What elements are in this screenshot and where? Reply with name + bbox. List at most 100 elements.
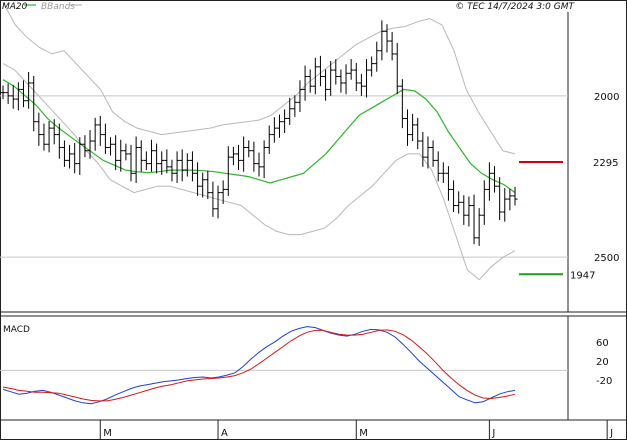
ohlc-bar: [20, 80, 26, 108]
ohlc-bar: [276, 114, 282, 138]
ohlc-bar: [113, 135, 119, 171]
ohlc-bar: [343, 64, 349, 95]
ohlc-bar: [246, 140, 252, 158]
ohlc-bar: [241, 136, 247, 172]
ohlc-bar: [440, 162, 446, 183]
ohlc-bar: [82, 135, 88, 158]
ohlc-bar: [430, 140, 436, 167]
price-gridlines: [0, 95, 568, 258]
ohlc-bar: [481, 180, 487, 225]
signal-line: [2, 329, 516, 402]
legend-ma20: MA20: [2, 2, 28, 12]
x-tick-label: M: [103, 428, 112, 439]
bb-upper-line: [2, 2, 516, 155]
level-label-1947: 1947: [570, 270, 595, 281]
ohlc-bar: [133, 136, 139, 183]
ohlc-bar: [348, 59, 354, 80]
ohlc-bar: [312, 57, 318, 95]
ohlc-bar: [404, 109, 410, 146]
ohlc-bar: [236, 144, 242, 171]
macd-series: [2, 326, 516, 405]
ohlc-bar: [364, 59, 370, 98]
ohlc-bar: [215, 185, 221, 219]
ohlc-bar: [200, 172, 206, 198]
ohlc-bar: [271, 117, 277, 143]
ma20-line: [2, 79, 516, 194]
ohlc-bar: [497, 177, 503, 221]
ohlc-bar: [128, 144, 134, 182]
legend-bbands: BBands: [41, 2, 75, 12]
ohlc-bar: [317, 55, 323, 87]
ohlc-bar: [389, 32, 395, 61]
ohlc-bar: [384, 24, 390, 53]
ohlc-bar: [164, 149, 170, 174]
ohlc-bar: [256, 152, 262, 177]
ohlc-bar: [61, 140, 67, 167]
ohlc-bar: [41, 123, 47, 151]
macd-y-tick-label: 60: [596, 338, 609, 349]
ohlc-bar: [148, 139, 154, 172]
ohlc-bar: [92, 117, 98, 151]
ohlc-bar: [512, 186, 518, 206]
ohlc-bar: [415, 117, 421, 150]
ohlc-bar: [466, 196, 472, 227]
price-y-tick-label: 2500: [594, 253, 619, 264]
ohlc-bar: [266, 125, 272, 154]
x-tick-label: J: [491, 428, 495, 439]
ohlc-bar: [159, 151, 165, 175]
ohlc-bar: [10, 84, 16, 109]
ohlc-bar: [56, 123, 62, 159]
ohlc-bar: [338, 69, 344, 93]
ohlc-bar: [399, 79, 405, 129]
ohlc-bar: [435, 151, 441, 182]
macd-title: MACD: [3, 325, 30, 335]
macd-line: [2, 326, 516, 405]
ohlc-bar: [445, 166, 451, 201]
ohlc-bar: [0, 85, 6, 100]
ohlc-bar: [51, 119, 57, 145]
ohlc-bar: [476, 208, 482, 246]
ohlc-bar: [31, 75, 37, 132]
ohlc-bar: [225, 146, 231, 196]
ohlc-bar: [394, 42, 400, 95]
ohlc-bar: [102, 123, 108, 154]
ohlc-bar: [72, 142, 78, 174]
ohlc-bar: [205, 170, 211, 200]
ohlc-bar: [154, 143, 160, 174]
ohlc-bar: [492, 166, 498, 193]
ohlc-bar: [287, 97, 293, 125]
ohlc-bar: [118, 139, 124, 172]
level-label-2295: 2295: [593, 158, 618, 169]
ohlc-bar: [358, 73, 364, 96]
ohlc-bar: [123, 143, 129, 161]
price-y-ticks: 2500 2000: [594, 92, 619, 264]
ohlc-bar: [210, 181, 216, 217]
bollinger-bands: [2, 2, 516, 281]
ohlc-bar: [461, 195, 467, 225]
ohlc-bar: [307, 69, 313, 93]
ohlc-bar: [87, 130, 93, 159]
x-tick-label: M: [359, 428, 368, 439]
ohlc-bar: [169, 159, 175, 182]
macd-y-tick-label: -20: [596, 376, 612, 387]
ohlc-bar: [36, 112, 42, 146]
copyright-timestamp: © TEC 14/7/2024 3:0 GMT: [455, 2, 575, 12]
ohlc-bar: [261, 140, 267, 179]
ohlc-bar: [189, 151, 195, 182]
ohlc-bar: [420, 132, 426, 167]
ohlc-bar: [251, 141, 257, 172]
ohlc-bar: [328, 61, 334, 96]
price-y-tick-label: 2000: [594, 92, 619, 103]
ohlc-bars: [0, 20, 518, 246]
ohlc-bar: [67, 144, 73, 169]
ohlc-bar: [323, 69, 329, 101]
ohlc-bar: [451, 180, 457, 212]
ohlc-bar: [230, 146, 236, 166]
ohlc-bar: [138, 140, 144, 172]
bb-lower-line: [2, 63, 516, 281]
ohlc-bar: [184, 153, 190, 177]
price-levels: 2295 1947: [519, 158, 618, 281]
ohlc-bar: [369, 56, 375, 77]
